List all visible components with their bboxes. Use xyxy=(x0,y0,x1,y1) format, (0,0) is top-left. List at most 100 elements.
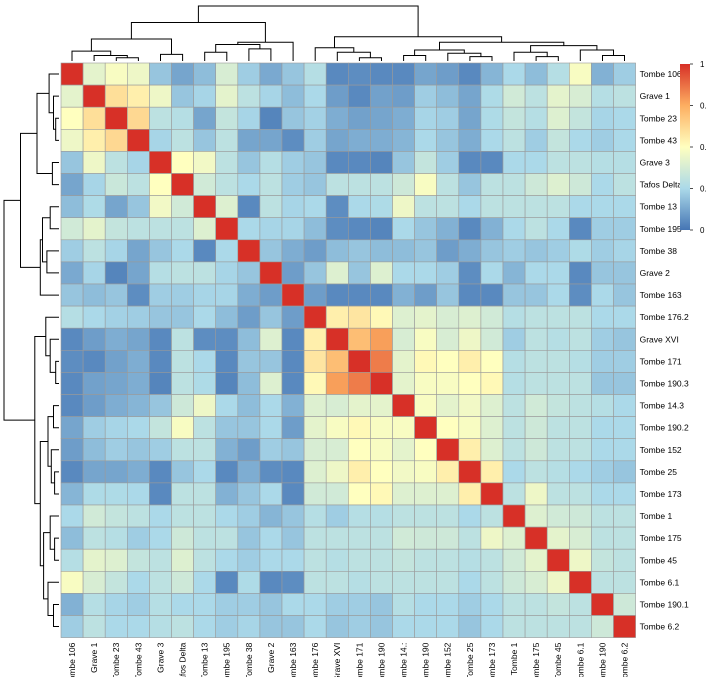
heatmap-cell xyxy=(370,504,393,528)
heatmap-cell xyxy=(60,548,84,572)
heatmap-cell xyxy=(215,460,239,484)
heatmap-cell xyxy=(193,438,217,462)
row-label: Grave 2 xyxy=(640,268,671,278)
heatmap-cell xyxy=(392,593,415,616)
heatmap-cell xyxy=(436,372,460,395)
heatmap-cell xyxy=(303,593,327,616)
heatmap-cell xyxy=(171,84,194,108)
heatmap-cell xyxy=(149,372,172,395)
heatmap-cell xyxy=(524,239,548,263)
heatmap-cell xyxy=(149,460,172,484)
column-label: Tafos Delta xyxy=(178,642,188,677)
heatmap-cell xyxy=(546,173,570,196)
heatmap-cell xyxy=(568,84,592,108)
heatmap-cell xyxy=(546,416,570,440)
heatmap-cell xyxy=(215,62,239,86)
dendrogram-branch xyxy=(237,41,294,61)
heatmap-cell xyxy=(480,482,504,506)
heatmap-cell xyxy=(347,570,371,594)
heatmap-cell xyxy=(193,593,217,616)
heatmap-cell xyxy=(392,349,415,373)
heatmap-cell xyxy=(436,349,460,373)
heatmap-cell xyxy=(325,173,349,196)
heatmap-cell xyxy=(215,151,239,174)
heatmap-cell xyxy=(458,84,482,108)
heatmap-cell xyxy=(502,482,526,506)
heatmap-cell xyxy=(524,615,548,638)
heatmap-cell xyxy=(104,372,128,395)
heatmap-cell xyxy=(127,504,150,528)
heatmap-cell xyxy=(193,239,217,263)
heatmap-cell xyxy=(613,305,636,329)
dendrogram-branch xyxy=(115,57,139,61)
dendrogram-branch xyxy=(39,441,48,567)
dendrogram-branch xyxy=(36,92,53,174)
row-label: Tombe 175 xyxy=(640,533,682,543)
heatmap-cell xyxy=(502,372,526,395)
heatmap-cell xyxy=(259,239,283,263)
heatmap-cell xyxy=(104,84,128,108)
heatmap-cell xyxy=(392,394,415,417)
heatmap-cell xyxy=(568,261,592,285)
heatmap-cell xyxy=(347,239,371,263)
heatmap-cell xyxy=(591,482,614,506)
heatmap-cell xyxy=(193,482,217,506)
heatmap-cell xyxy=(436,62,460,86)
heatmap-cell xyxy=(237,151,261,174)
heatmap-cell xyxy=(325,283,349,307)
heatmap-cell xyxy=(149,305,172,329)
heatmap-cell xyxy=(546,593,570,616)
heatmap-cell xyxy=(546,239,570,263)
heatmap-cell xyxy=(104,504,128,528)
heatmap-cell xyxy=(259,173,283,196)
heatmap-cell xyxy=(82,548,106,572)
heatmap-cell xyxy=(392,261,415,285)
heatmap-cell xyxy=(591,239,614,263)
heatmap-cell xyxy=(370,570,393,594)
heatmap-cell xyxy=(414,173,438,196)
heatmap-cell xyxy=(259,438,283,462)
dendrogram-branch xyxy=(248,48,272,61)
heatmap-cell xyxy=(127,327,150,351)
heatmap-cell xyxy=(193,62,217,86)
heatmap-cell xyxy=(82,438,106,462)
heatmap-cell xyxy=(237,394,261,417)
row-label: Grave 3 xyxy=(640,157,671,167)
heatmap-cell xyxy=(104,283,128,307)
heatmap-cell xyxy=(591,526,614,550)
heatmap-cell xyxy=(436,305,460,329)
heatmap-cell xyxy=(281,84,305,108)
heatmap-cell xyxy=(524,129,548,152)
heatmap-cell xyxy=(414,372,438,395)
heatmap-cell xyxy=(104,151,128,174)
heatmap-cell xyxy=(502,173,526,196)
heatmap-cell xyxy=(325,106,349,130)
heatmap-cell xyxy=(171,394,194,417)
heatmap-cell xyxy=(436,416,460,440)
heatmap-cell xyxy=(613,438,636,462)
heatmap-cell xyxy=(502,106,526,130)
heatmap-cell xyxy=(392,151,415,174)
heatmap-cell xyxy=(171,548,194,572)
heatmap-cell xyxy=(171,438,194,462)
dendrogram-branch xyxy=(469,56,493,61)
heatmap-cell xyxy=(458,327,482,351)
heatmap-cell xyxy=(104,526,128,550)
dendrogram-branch xyxy=(414,49,465,56)
heatmap-cell xyxy=(127,84,150,108)
heatmap-cell xyxy=(325,84,349,108)
heatmap-cell xyxy=(325,129,349,152)
heatmap-cell xyxy=(171,151,194,174)
heatmap-cell xyxy=(370,526,393,550)
heatmap-cell xyxy=(60,261,84,285)
heatmap-cell xyxy=(215,217,239,241)
heatmap-cell xyxy=(591,305,614,329)
heatmap-cell xyxy=(281,372,305,395)
heatmap-cell xyxy=(127,217,150,241)
heatmap-cell xyxy=(458,173,482,196)
heatmap-cell xyxy=(237,239,261,263)
heatmap-cell xyxy=(281,62,305,86)
heatmap-cell xyxy=(568,394,592,417)
heatmap-cell xyxy=(436,84,460,108)
heatmap-cell xyxy=(237,261,261,285)
